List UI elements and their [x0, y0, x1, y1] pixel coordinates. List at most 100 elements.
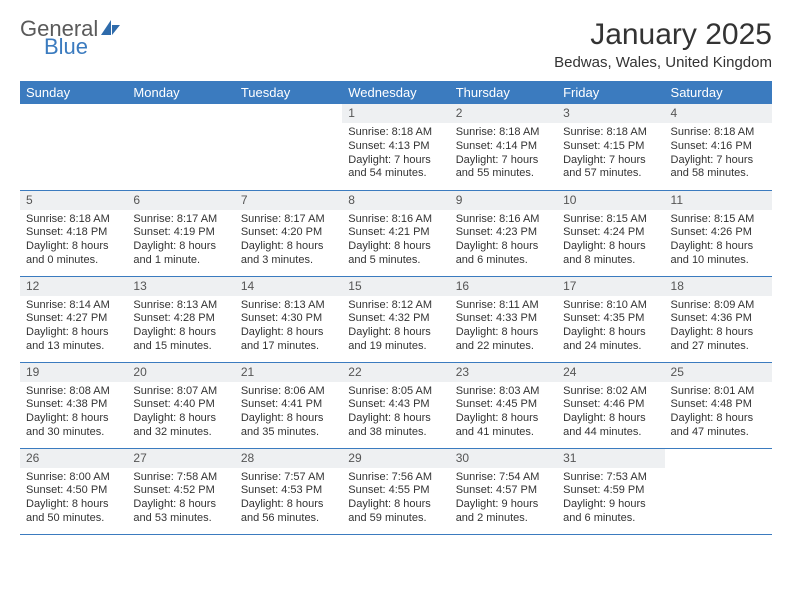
sunset-text: Sunset: 4:41 PM — [241, 398, 336, 412]
day-number: 30 — [450, 449, 557, 468]
sunrise-text: Sunrise: 8:09 AM — [671, 299, 766, 313]
day-body: Sunrise: 8:07 AMSunset: 4:40 PMDaylight:… — [127, 382, 234, 444]
day-number: 29 — [342, 449, 449, 468]
day-body: Sunrise: 8:00 AMSunset: 4:50 PMDaylight:… — [20, 468, 127, 530]
day-cell: 16Sunrise: 8:11 AMSunset: 4:33 PMDayligh… — [450, 276, 557, 362]
sunrise-text: Sunrise: 8:16 AM — [348, 213, 443, 227]
daylight-text: Daylight: 7 hours and 55 minutes. — [456, 154, 551, 182]
month-title: January 2025 — [554, 18, 772, 52]
day-body: Sunrise: 8:15 AMSunset: 4:24 PMDaylight:… — [557, 210, 664, 272]
day-cell: 28Sunrise: 7:57 AMSunset: 4:53 PMDayligh… — [235, 448, 342, 534]
daylight-text: Daylight: 8 hours and 56 minutes. — [241, 498, 336, 526]
day-cell: 19Sunrise: 8:08 AMSunset: 4:38 PMDayligh… — [20, 362, 127, 448]
day-cell: 14Sunrise: 8:13 AMSunset: 4:30 PMDayligh… — [235, 276, 342, 362]
daylight-text: Daylight: 9 hours and 6 minutes. — [563, 498, 658, 526]
day-cell — [665, 448, 772, 534]
sunrise-text: Sunrise: 8:02 AM — [563, 385, 658, 399]
brand-logo: General Blue — [20, 18, 122, 58]
day-number: 28 — [235, 449, 342, 468]
brand-word-2: Blue — [44, 36, 122, 58]
sunset-text: Sunset: 4:48 PM — [671, 398, 766, 412]
day-body: Sunrise: 7:57 AMSunset: 4:53 PMDaylight:… — [235, 468, 342, 530]
daylight-text: Daylight: 8 hours and 59 minutes. — [348, 498, 443, 526]
sunset-text: Sunset: 4:13 PM — [348, 140, 443, 154]
sunset-text: Sunset: 4:46 PM — [563, 398, 658, 412]
day-number: 23 — [450, 363, 557, 382]
day-body: Sunrise: 8:12 AMSunset: 4:32 PMDaylight:… — [342, 296, 449, 358]
day-cell: 26Sunrise: 8:00 AMSunset: 4:50 PMDayligh… — [20, 448, 127, 534]
day-body: Sunrise: 8:17 AMSunset: 4:19 PMDaylight:… — [127, 210, 234, 272]
day-cell: 9Sunrise: 8:16 AMSunset: 4:23 PMDaylight… — [450, 190, 557, 276]
dayhead-fri: Friday — [557, 81, 664, 104]
sunrise-text: Sunrise: 8:07 AM — [133, 385, 228, 399]
day-number: 17 — [557, 277, 664, 296]
week-row: 26Sunrise: 8:00 AMSunset: 4:50 PMDayligh… — [20, 448, 772, 534]
day-number: 15 — [342, 277, 449, 296]
sunrise-text: Sunrise: 7:58 AM — [133, 471, 228, 485]
sunset-text: Sunset: 4:21 PM — [348, 226, 443, 240]
dayhead-tue: Tuesday — [235, 81, 342, 104]
sunrise-text: Sunrise: 8:18 AM — [26, 213, 121, 227]
daylight-text: Daylight: 8 hours and 32 minutes. — [133, 412, 228, 440]
sunset-text: Sunset: 4:35 PM — [563, 312, 658, 326]
day-body: Sunrise: 8:18 AMSunset: 4:13 PMDaylight:… — [342, 123, 449, 185]
daylight-text: Daylight: 7 hours and 58 minutes. — [671, 154, 766, 182]
day-body: Sunrise: 7:56 AMSunset: 4:55 PMDaylight:… — [342, 468, 449, 530]
day-body: Sunrise: 8:02 AMSunset: 4:46 PMDaylight:… — [557, 382, 664, 444]
sunset-text: Sunset: 4:53 PM — [241, 484, 336, 498]
day-body: Sunrise: 8:01 AMSunset: 4:48 PMDaylight:… — [665, 382, 772, 444]
sunrise-text: Sunrise: 8:13 AM — [241, 299, 336, 313]
sunrise-text: Sunrise: 8:18 AM — [456, 126, 551, 140]
sunrise-text: Sunrise: 8:18 AM — [563, 126, 658, 140]
day-cell: 5Sunrise: 8:18 AMSunset: 4:18 PMDaylight… — [20, 190, 127, 276]
day-cell: 15Sunrise: 8:12 AMSunset: 4:32 PMDayligh… — [342, 276, 449, 362]
sunset-text: Sunset: 4:57 PM — [456, 484, 551, 498]
daylight-text: Daylight: 7 hours and 57 minutes. — [563, 154, 658, 182]
day-body: Sunrise: 8:18 AMSunset: 4:15 PMDaylight:… — [557, 123, 664, 185]
day-cell: 7Sunrise: 8:17 AMSunset: 4:20 PMDaylight… — [235, 190, 342, 276]
daylight-text: Daylight: 8 hours and 17 minutes. — [241, 326, 336, 354]
day-number: 21 — [235, 363, 342, 382]
dayhead-thu: Thursday — [450, 81, 557, 104]
sunrise-text: Sunrise: 8:15 AM — [671, 213, 766, 227]
day-number: 14 — [235, 277, 342, 296]
sunset-text: Sunset: 4:23 PM — [456, 226, 551, 240]
sunrise-text: Sunrise: 8:15 AM — [563, 213, 658, 227]
daylight-text: Daylight: 8 hours and 44 minutes. — [563, 412, 658, 440]
sunset-text: Sunset: 4:45 PM — [456, 398, 551, 412]
daylight-text: Daylight: 8 hours and 1 minute. — [133, 240, 228, 268]
daylight-text: Daylight: 8 hours and 22 minutes. — [456, 326, 551, 354]
day-number: 11 — [665, 191, 772, 210]
sunrise-text: Sunrise: 8:12 AM — [348, 299, 443, 313]
daylight-text: Daylight: 8 hours and 30 minutes. — [26, 412, 121, 440]
day-body: Sunrise: 8:13 AMSunset: 4:30 PMDaylight:… — [235, 296, 342, 358]
day-body: Sunrise: 8:14 AMSunset: 4:27 PMDaylight:… — [20, 296, 127, 358]
day-body: Sunrise: 8:17 AMSunset: 4:20 PMDaylight:… — [235, 210, 342, 272]
sunset-text: Sunset: 4:33 PM — [456, 312, 551, 326]
day-cell: 6Sunrise: 8:17 AMSunset: 4:19 PMDaylight… — [127, 190, 234, 276]
sunset-text: Sunset: 4:16 PM — [671, 140, 766, 154]
day-cell: 23Sunrise: 8:03 AMSunset: 4:45 PMDayligh… — [450, 362, 557, 448]
day-cell: 12Sunrise: 8:14 AMSunset: 4:27 PMDayligh… — [20, 276, 127, 362]
sunset-text: Sunset: 4:36 PM — [671, 312, 766, 326]
sunset-text: Sunset: 4:43 PM — [348, 398, 443, 412]
daylight-text: Daylight: 8 hours and 10 minutes. — [671, 240, 766, 268]
calendar-table: Sunday Monday Tuesday Wednesday Thursday… — [20, 81, 772, 535]
sunrise-text: Sunrise: 8:17 AM — [241, 213, 336, 227]
sunrise-text: Sunrise: 8:06 AM — [241, 385, 336, 399]
sunset-text: Sunset: 4:24 PM — [563, 226, 658, 240]
day-cell: 22Sunrise: 8:05 AMSunset: 4:43 PMDayligh… — [342, 362, 449, 448]
sunset-text: Sunset: 4:32 PM — [348, 312, 443, 326]
day-body: Sunrise: 8:13 AMSunset: 4:28 PMDaylight:… — [127, 296, 234, 358]
daylight-text: Daylight: 8 hours and 47 minutes. — [671, 412, 766, 440]
day-number: 26 — [20, 449, 127, 468]
title-block: January 2025 Bedwas, Wales, United Kingd… — [554, 18, 772, 71]
day-body: Sunrise: 8:15 AMSunset: 4:26 PMDaylight:… — [665, 210, 772, 272]
day-cell: 13Sunrise: 8:13 AMSunset: 4:28 PMDayligh… — [127, 276, 234, 362]
day-number: 4 — [665, 104, 772, 123]
sunrise-text: Sunrise: 8:00 AM — [26, 471, 121, 485]
page-header: General Blue January 2025 Bedwas, Wales,… — [20, 18, 772, 71]
daylight-text: Daylight: 8 hours and 8 minutes. — [563, 240, 658, 268]
daylight-text: Daylight: 8 hours and 13 minutes. — [26, 326, 121, 354]
sunrise-text: Sunrise: 8:14 AM — [26, 299, 121, 313]
